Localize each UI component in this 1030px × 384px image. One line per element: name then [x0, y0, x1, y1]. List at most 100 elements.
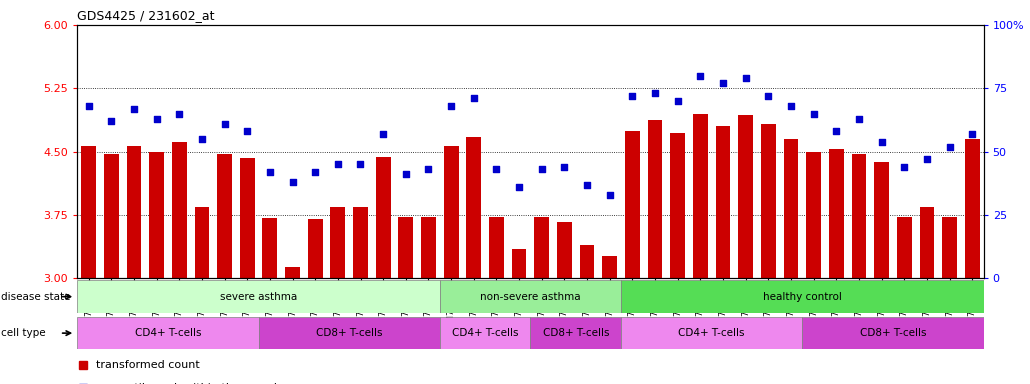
Bar	[263, 218, 277, 278]
Bar	[557, 222, 572, 278]
Text: GDS4425 / 231602_at: GDS4425 / 231602_at	[77, 9, 214, 22]
Point	[556, 164, 573, 170]
Point	[103, 118, 119, 124]
Point	[420, 166, 437, 172]
Bar	[81, 146, 96, 278]
Bar	[77, 280, 440, 313]
Bar	[195, 207, 209, 278]
Bar	[965, 139, 980, 278]
Bar	[421, 217, 436, 278]
Bar	[621, 280, 984, 313]
Bar	[512, 249, 526, 278]
Point	[919, 156, 935, 162]
Bar	[761, 124, 776, 278]
Point	[466, 95, 482, 101]
Text: non-severe asthma: non-severe asthma	[480, 291, 581, 302]
Bar	[127, 146, 141, 278]
Point	[216, 121, 233, 127]
Bar	[897, 217, 912, 278]
Point	[171, 111, 187, 117]
Bar	[829, 149, 844, 278]
Point	[896, 164, 913, 170]
Bar	[308, 219, 322, 278]
Bar	[535, 217, 549, 278]
Bar	[942, 217, 957, 278]
Point	[488, 166, 505, 172]
Text: CD8+ T-cells: CD8+ T-cells	[543, 328, 609, 338]
Bar	[240, 157, 254, 278]
Bar	[259, 317, 440, 349]
Bar	[530, 317, 621, 349]
Point	[805, 111, 822, 117]
Point	[715, 80, 731, 86]
Point	[602, 192, 618, 198]
Point	[624, 93, 641, 99]
Bar	[444, 146, 458, 278]
Point	[534, 166, 550, 172]
Bar	[852, 154, 866, 278]
Bar	[285, 267, 300, 278]
Bar	[580, 245, 594, 278]
Bar	[353, 207, 368, 278]
Point	[443, 103, 459, 109]
Point	[760, 93, 777, 99]
Bar	[489, 217, 504, 278]
Point	[692, 73, 709, 79]
Bar	[874, 162, 889, 278]
Point	[783, 103, 799, 109]
Point	[239, 128, 255, 134]
Text: severe asthma: severe asthma	[219, 291, 297, 302]
Point	[579, 182, 595, 188]
Point	[284, 179, 301, 185]
Point	[375, 131, 391, 137]
Point	[851, 116, 867, 122]
Bar	[172, 142, 186, 278]
Point	[262, 169, 278, 175]
Text: cell type: cell type	[1, 328, 45, 338]
Text: CD4+ T-cells: CD4+ T-cells	[679, 328, 745, 338]
Point	[828, 128, 845, 134]
Point	[941, 144, 958, 150]
Point	[126, 106, 142, 112]
Point	[330, 161, 346, 167]
Bar	[104, 154, 118, 278]
Bar	[603, 256, 617, 278]
Text: CD8+ T-cells: CD8+ T-cells	[316, 328, 382, 338]
Bar	[217, 154, 232, 278]
Bar	[802, 317, 984, 349]
Bar	[467, 137, 481, 278]
Bar	[806, 152, 821, 278]
Point	[873, 139, 890, 145]
Point	[194, 136, 210, 142]
Text: CD8+ T-cells: CD8+ T-cells	[860, 328, 926, 338]
Point	[511, 184, 527, 190]
Point	[148, 116, 165, 122]
Text: CD4+ T-cells: CD4+ T-cells	[452, 328, 518, 338]
Point	[80, 103, 97, 109]
Text: healthy control: healthy control	[763, 291, 842, 302]
Bar	[440, 280, 621, 313]
Bar	[399, 217, 413, 278]
Bar	[671, 133, 685, 278]
Text: percentile rank within the sample: percentile rank within the sample	[96, 383, 283, 384]
Text: transformed count: transformed count	[96, 360, 200, 370]
Point	[647, 90, 663, 96]
Bar	[331, 207, 345, 278]
Point	[352, 161, 369, 167]
Bar	[376, 157, 390, 278]
Bar	[625, 131, 640, 278]
Bar	[621, 317, 802, 349]
Point	[964, 131, 981, 137]
Bar	[440, 317, 530, 349]
Bar	[77, 317, 259, 349]
Point	[670, 98, 686, 104]
Bar	[784, 139, 798, 278]
Bar	[648, 121, 662, 278]
Bar	[693, 114, 708, 278]
Text: CD4+ T-cells: CD4+ T-cells	[135, 328, 201, 338]
Bar	[739, 115, 753, 278]
Point	[307, 169, 323, 175]
Text: disease state: disease state	[1, 291, 70, 302]
Point	[398, 171, 414, 177]
Bar	[920, 207, 934, 278]
